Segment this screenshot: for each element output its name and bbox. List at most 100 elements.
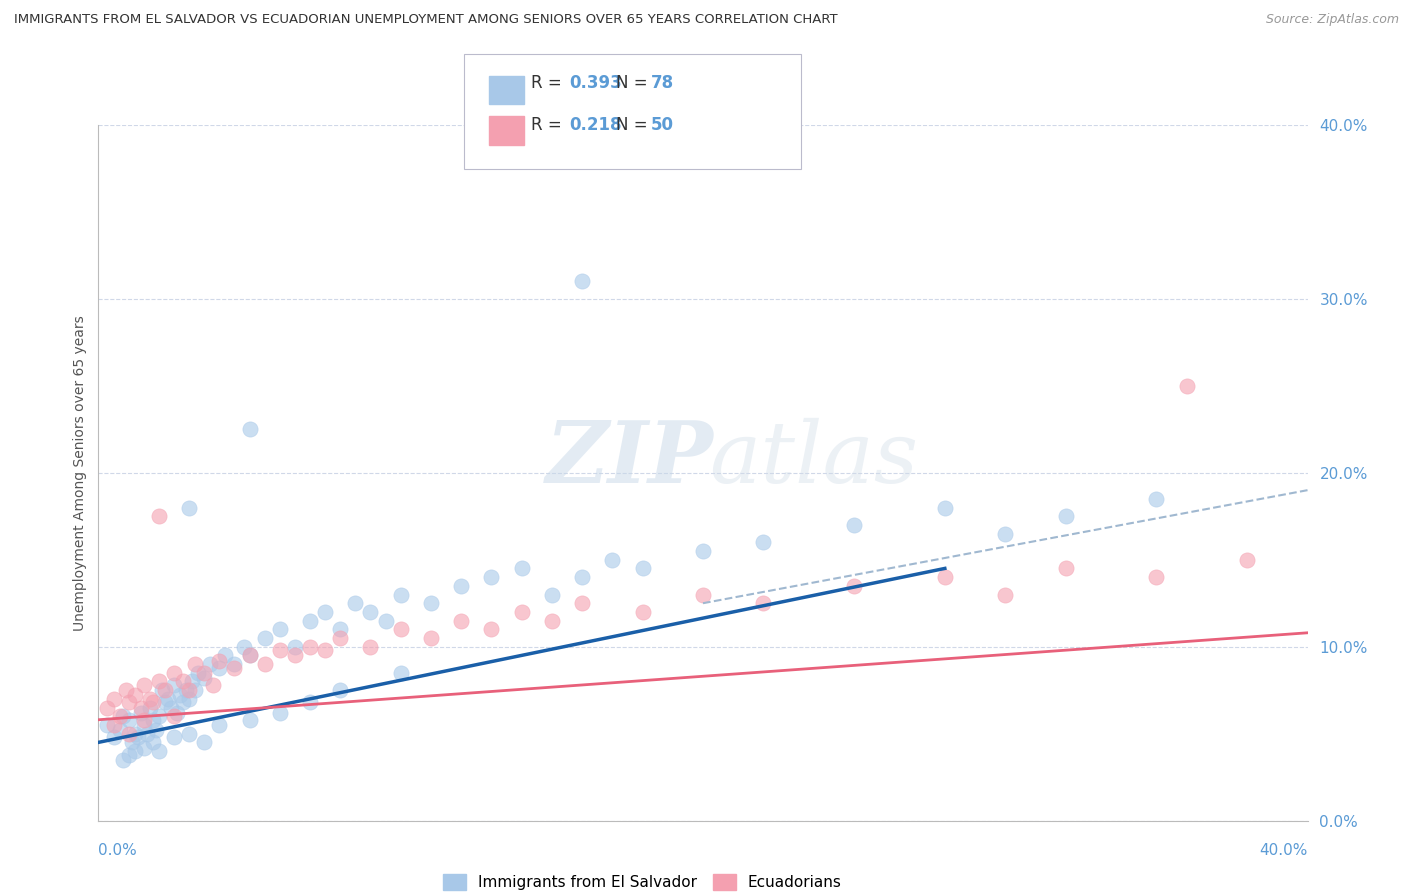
- Point: [692, 544, 714, 558]
- Point: [844, 579, 866, 593]
- Point: [571, 570, 593, 584]
- Point: [692, 587, 714, 601]
- Text: 50: 50: [651, 116, 673, 134]
- Point: [420, 596, 443, 610]
- Point: [142, 695, 165, 709]
- Point: [1144, 570, 1167, 584]
- Point: [124, 726, 146, 740]
- Point: [114, 683, 136, 698]
- Point: [284, 648, 307, 663]
- Text: IMMIGRANTS FROM EL SALVADOR VS ECUADORIAN UNEMPLOYMENT AMONG SENIORS OVER 65 YEA: IMMIGRANTS FROM EL SALVADOR VS ECUADORIA…: [14, 13, 838, 27]
- Point: [202, 678, 225, 692]
- Point: [752, 535, 775, 549]
- Point: [108, 709, 131, 723]
- Point: [934, 500, 956, 515]
- Point: [540, 614, 562, 628]
- Point: [163, 678, 186, 692]
- Point: [1054, 509, 1077, 524]
- Point: [150, 683, 173, 698]
- Point: [169, 689, 191, 703]
- Point: [172, 695, 194, 709]
- Point: [153, 683, 176, 698]
- Point: [299, 614, 322, 628]
- Point: [602, 552, 624, 567]
- Point: [148, 674, 170, 689]
- Point: [127, 730, 149, 744]
- Point: [208, 660, 231, 674]
- Point: [179, 726, 201, 740]
- Point: [481, 570, 503, 584]
- Point: [139, 692, 162, 706]
- Point: [360, 640, 382, 654]
- Point: [224, 657, 246, 671]
- Point: [224, 660, 246, 674]
- Point: [132, 678, 155, 692]
- Point: [344, 596, 367, 610]
- Point: [752, 596, 775, 610]
- Point: [994, 526, 1017, 541]
- Point: [148, 509, 170, 524]
- Point: [135, 726, 157, 740]
- Point: [329, 683, 352, 698]
- Point: [314, 643, 336, 657]
- Point: [187, 665, 209, 680]
- Point: [179, 683, 201, 698]
- Text: 0.218: 0.218: [569, 116, 621, 134]
- Point: [148, 709, 170, 723]
- Legend: Immigrants from El Salvador, Ecuadorians: Immigrants from El Salvador, Ecuadorians: [437, 868, 848, 892]
- Point: [631, 561, 654, 575]
- Point: [389, 587, 412, 601]
- Point: [314, 605, 336, 619]
- Point: [124, 689, 146, 703]
- Point: [181, 674, 204, 689]
- Point: [299, 695, 322, 709]
- Point: [329, 631, 352, 645]
- Point: [148, 744, 170, 758]
- Point: [132, 740, 155, 755]
- Point: [96, 718, 118, 732]
- Point: [1236, 552, 1258, 567]
- Point: [299, 640, 322, 654]
- Point: [253, 631, 276, 645]
- Point: [329, 623, 352, 637]
- Point: [174, 683, 197, 698]
- Text: R =: R =: [531, 74, 568, 92]
- Point: [571, 274, 593, 288]
- Point: [269, 643, 291, 657]
- Text: ZIP: ZIP: [546, 417, 714, 500]
- Point: [163, 665, 186, 680]
- Point: [156, 692, 179, 706]
- Point: [96, 700, 118, 714]
- Point: [374, 614, 396, 628]
- Point: [163, 730, 186, 744]
- Point: [208, 718, 231, 732]
- Point: [118, 747, 141, 762]
- Point: [111, 709, 134, 723]
- Point: [129, 706, 152, 720]
- Point: [118, 726, 141, 740]
- Point: [160, 700, 183, 714]
- Text: atlas: atlas: [709, 417, 918, 500]
- Point: [214, 648, 236, 663]
- Point: [389, 623, 412, 637]
- Point: [200, 657, 222, 671]
- Point: [139, 700, 162, 714]
- Point: [844, 517, 866, 532]
- Y-axis label: Unemployment Among Seniors over 65 years: Unemployment Among Seniors over 65 years: [73, 315, 87, 631]
- Point: [420, 631, 443, 645]
- Point: [179, 692, 201, 706]
- Point: [1054, 561, 1077, 575]
- Point: [103, 718, 125, 732]
- Point: [360, 605, 382, 619]
- Point: [111, 753, 134, 767]
- Point: [450, 614, 472, 628]
- Point: [994, 587, 1017, 601]
- Point: [1144, 491, 1167, 506]
- Point: [193, 665, 215, 680]
- Point: [193, 735, 215, 749]
- Point: [184, 683, 207, 698]
- Point: [132, 713, 155, 727]
- Text: 0.393: 0.393: [569, 74, 623, 92]
- Point: [510, 605, 533, 619]
- Point: [269, 706, 291, 720]
